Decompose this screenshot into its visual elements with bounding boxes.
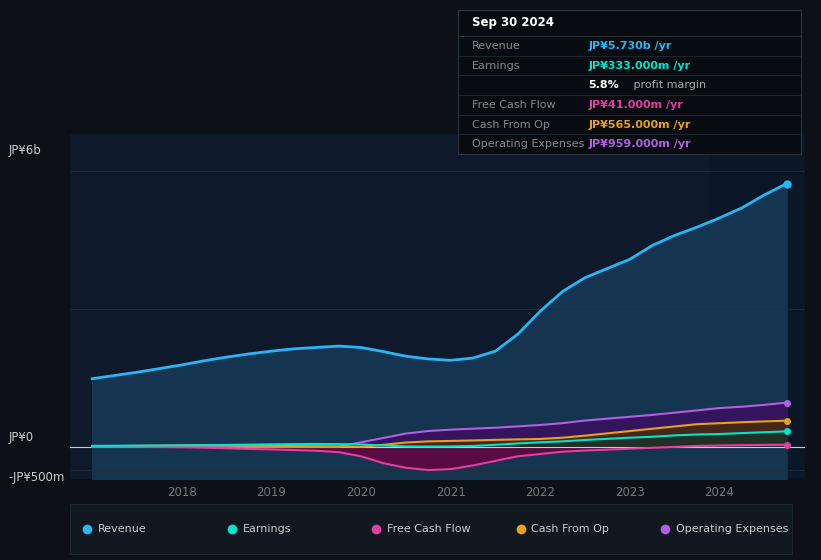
Text: Cash From Op: Cash From Op (531, 524, 609, 534)
Text: Earnings: Earnings (242, 524, 291, 534)
Text: Free Cash Flow: Free Cash Flow (387, 524, 470, 534)
Bar (710, 134, 805, 479)
Text: Earnings: Earnings (472, 60, 521, 71)
Text: JP¥41.000m /yr: JP¥41.000m /yr (589, 100, 683, 110)
Text: Revenue: Revenue (472, 41, 521, 51)
Text: Sep 30 2024: Sep 30 2024 (472, 16, 554, 29)
Text: -JP¥500m: -JP¥500m (8, 471, 65, 484)
Text: Cash From Op: Cash From Op (472, 120, 550, 129)
Text: JP¥0: JP¥0 (8, 431, 34, 444)
Text: Operating Expenses: Operating Expenses (472, 139, 585, 149)
Text: JP¥959.000m /yr: JP¥959.000m /yr (589, 139, 691, 149)
Text: JP¥565.000m /yr: JP¥565.000m /yr (589, 120, 691, 129)
Text: Operating Expenses: Operating Expenses (676, 524, 788, 534)
Text: JP¥5.730b /yr: JP¥5.730b /yr (589, 41, 672, 51)
Text: Revenue: Revenue (98, 524, 147, 534)
Text: JP¥6b: JP¥6b (8, 144, 41, 157)
Text: JP¥333.000m /yr: JP¥333.000m /yr (589, 60, 690, 71)
Text: profit margin: profit margin (630, 80, 706, 90)
Text: Free Cash Flow: Free Cash Flow (472, 100, 556, 110)
Text: 5.8%: 5.8% (589, 80, 619, 90)
